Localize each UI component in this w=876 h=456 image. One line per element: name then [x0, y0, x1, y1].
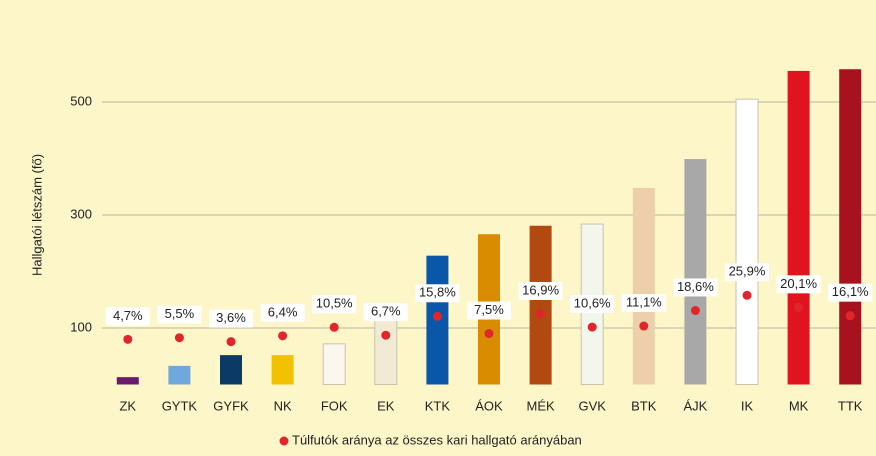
dot: [536, 309, 546, 319]
x-tick-label: GVK: [578, 398, 606, 413]
value-label: 16,1%: [832, 284, 869, 299]
dot: [587, 322, 597, 332]
value-label: 20,1%: [780, 276, 817, 291]
y-tick-label: 500: [70, 93, 92, 108]
label-box: [518, 281, 563, 300]
bar: [116, 377, 139, 385]
dot: [484, 329, 494, 339]
x-tick-label: ZK: [119, 398, 136, 413]
x-tick-label: ÁOK: [475, 398, 503, 413]
x-tick-label: MK: [789, 398, 809, 413]
label-box: [260, 303, 305, 322]
legend-marker: [279, 436, 289, 446]
bar: [220, 355, 242, 385]
label-box: [105, 307, 150, 326]
y-axis-label: Hallgatói létszám (fő): [29, 154, 44, 276]
x-tick-label: EK: [377, 398, 395, 413]
dot: [123, 334, 133, 344]
value-label: 15,8%: [419, 285, 456, 300]
value-label: 6,7%: [371, 304, 401, 319]
label-box: [157, 305, 202, 324]
bar: [271, 355, 294, 385]
legend-label: Túlfutók aránya az összes kari hallgató …: [292, 432, 582, 447]
x-tick-label: TTK: [838, 398, 863, 413]
label-box: [621, 294, 666, 313]
dot: [690, 305, 700, 315]
value-label: 11,1%: [626, 294, 662, 309]
value-label: 3,6%: [216, 310, 246, 325]
dot: [639, 321, 649, 331]
x-tick-label: IK: [741, 398, 754, 413]
value-label: 25,9%: [729, 264, 766, 279]
x-tick-label: GYFK: [213, 398, 249, 413]
value-label: 5,5%: [165, 306, 195, 321]
value-label: 18,6%: [677, 279, 714, 294]
label-box: [673, 278, 718, 297]
dot: [278, 331, 288, 341]
label-box: [363, 303, 408, 322]
dot: [432, 311, 442, 321]
x-tick-label: KTK: [425, 398, 451, 413]
dot: [794, 302, 804, 312]
bar: [684, 159, 707, 385]
bar: [168, 365, 191, 385]
bar: [787, 70, 810, 385]
x-tick-label: FOK: [321, 398, 348, 413]
value-label: 16,9%: [522, 282, 559, 297]
dot: [742, 290, 752, 300]
dot: [174, 333, 184, 343]
label-box: [725, 263, 769, 282]
label-box: [415, 284, 460, 303]
value-label: 7,5%: [474, 302, 504, 317]
value-label: 10,5%: [316, 296, 353, 311]
x-tick-label: ÁJK: [683, 398, 707, 413]
label-box: [312, 295, 357, 314]
y-tick-label: 100: [70, 319, 92, 334]
dot: [226, 337, 236, 347]
value-label: 10,6%: [574, 296, 611, 311]
dot: [845, 311, 855, 321]
x-tick-label: MÉK: [527, 398, 556, 413]
label-box: [209, 309, 253, 328]
label-box: [828, 283, 873, 302]
dot: [381, 330, 391, 340]
label-box: [570, 295, 615, 314]
dot: [329, 322, 339, 332]
bar: [632, 187, 655, 385]
bar: [529, 225, 552, 385]
x-tick-label: GYTK: [162, 398, 198, 413]
bar: [735, 98, 759, 386]
bar: [322, 343, 346, 386]
y-tick-label: 300: [70, 206, 92, 221]
x-tick-label: BTK: [631, 398, 657, 413]
bar: [374, 318, 398, 385]
label-box: [776, 275, 821, 294]
value-label: 6,4%: [268, 304, 298, 319]
value-label: 4,7%: [113, 308, 143, 323]
x-tick-label: NK: [274, 398, 292, 413]
bar: [839, 69, 862, 385]
label-box: [467, 301, 511, 320]
